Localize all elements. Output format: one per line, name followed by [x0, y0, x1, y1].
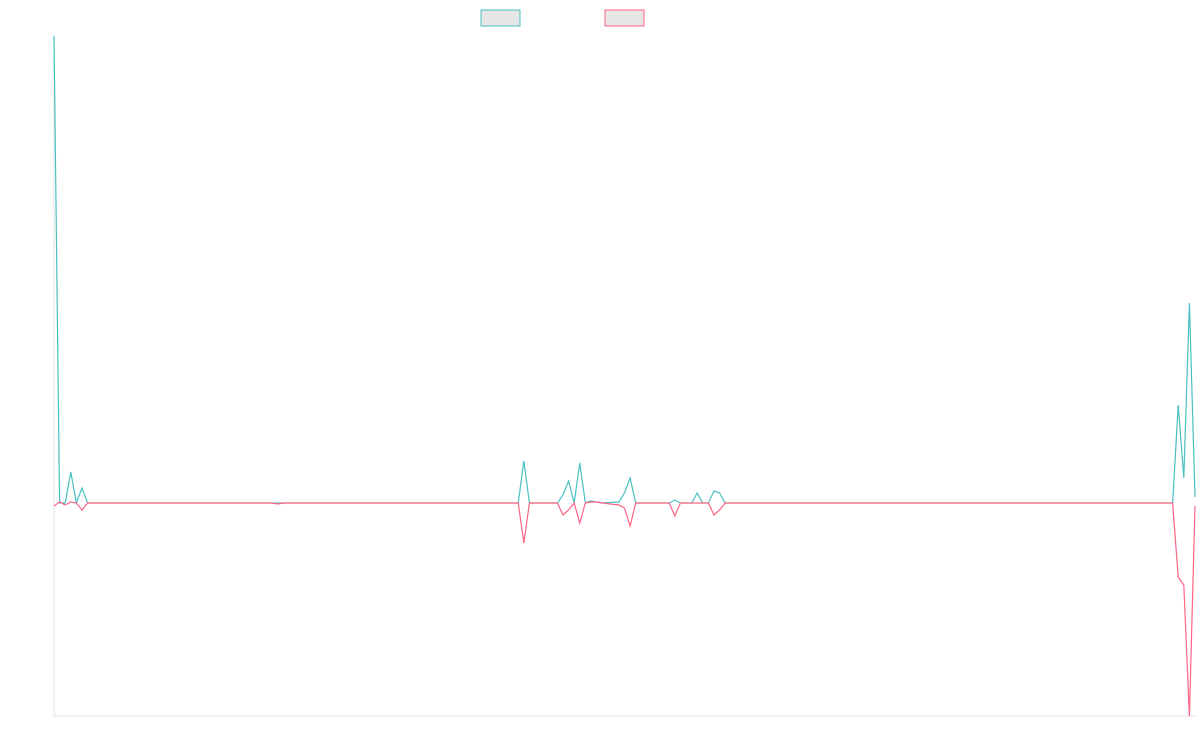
series-line [53, 35, 1196, 506]
legend-swatch[interactable] [480, 9, 521, 27]
series-line [53, 501, 1196, 717]
legend-swatch[interactable] [604, 9, 645, 27]
